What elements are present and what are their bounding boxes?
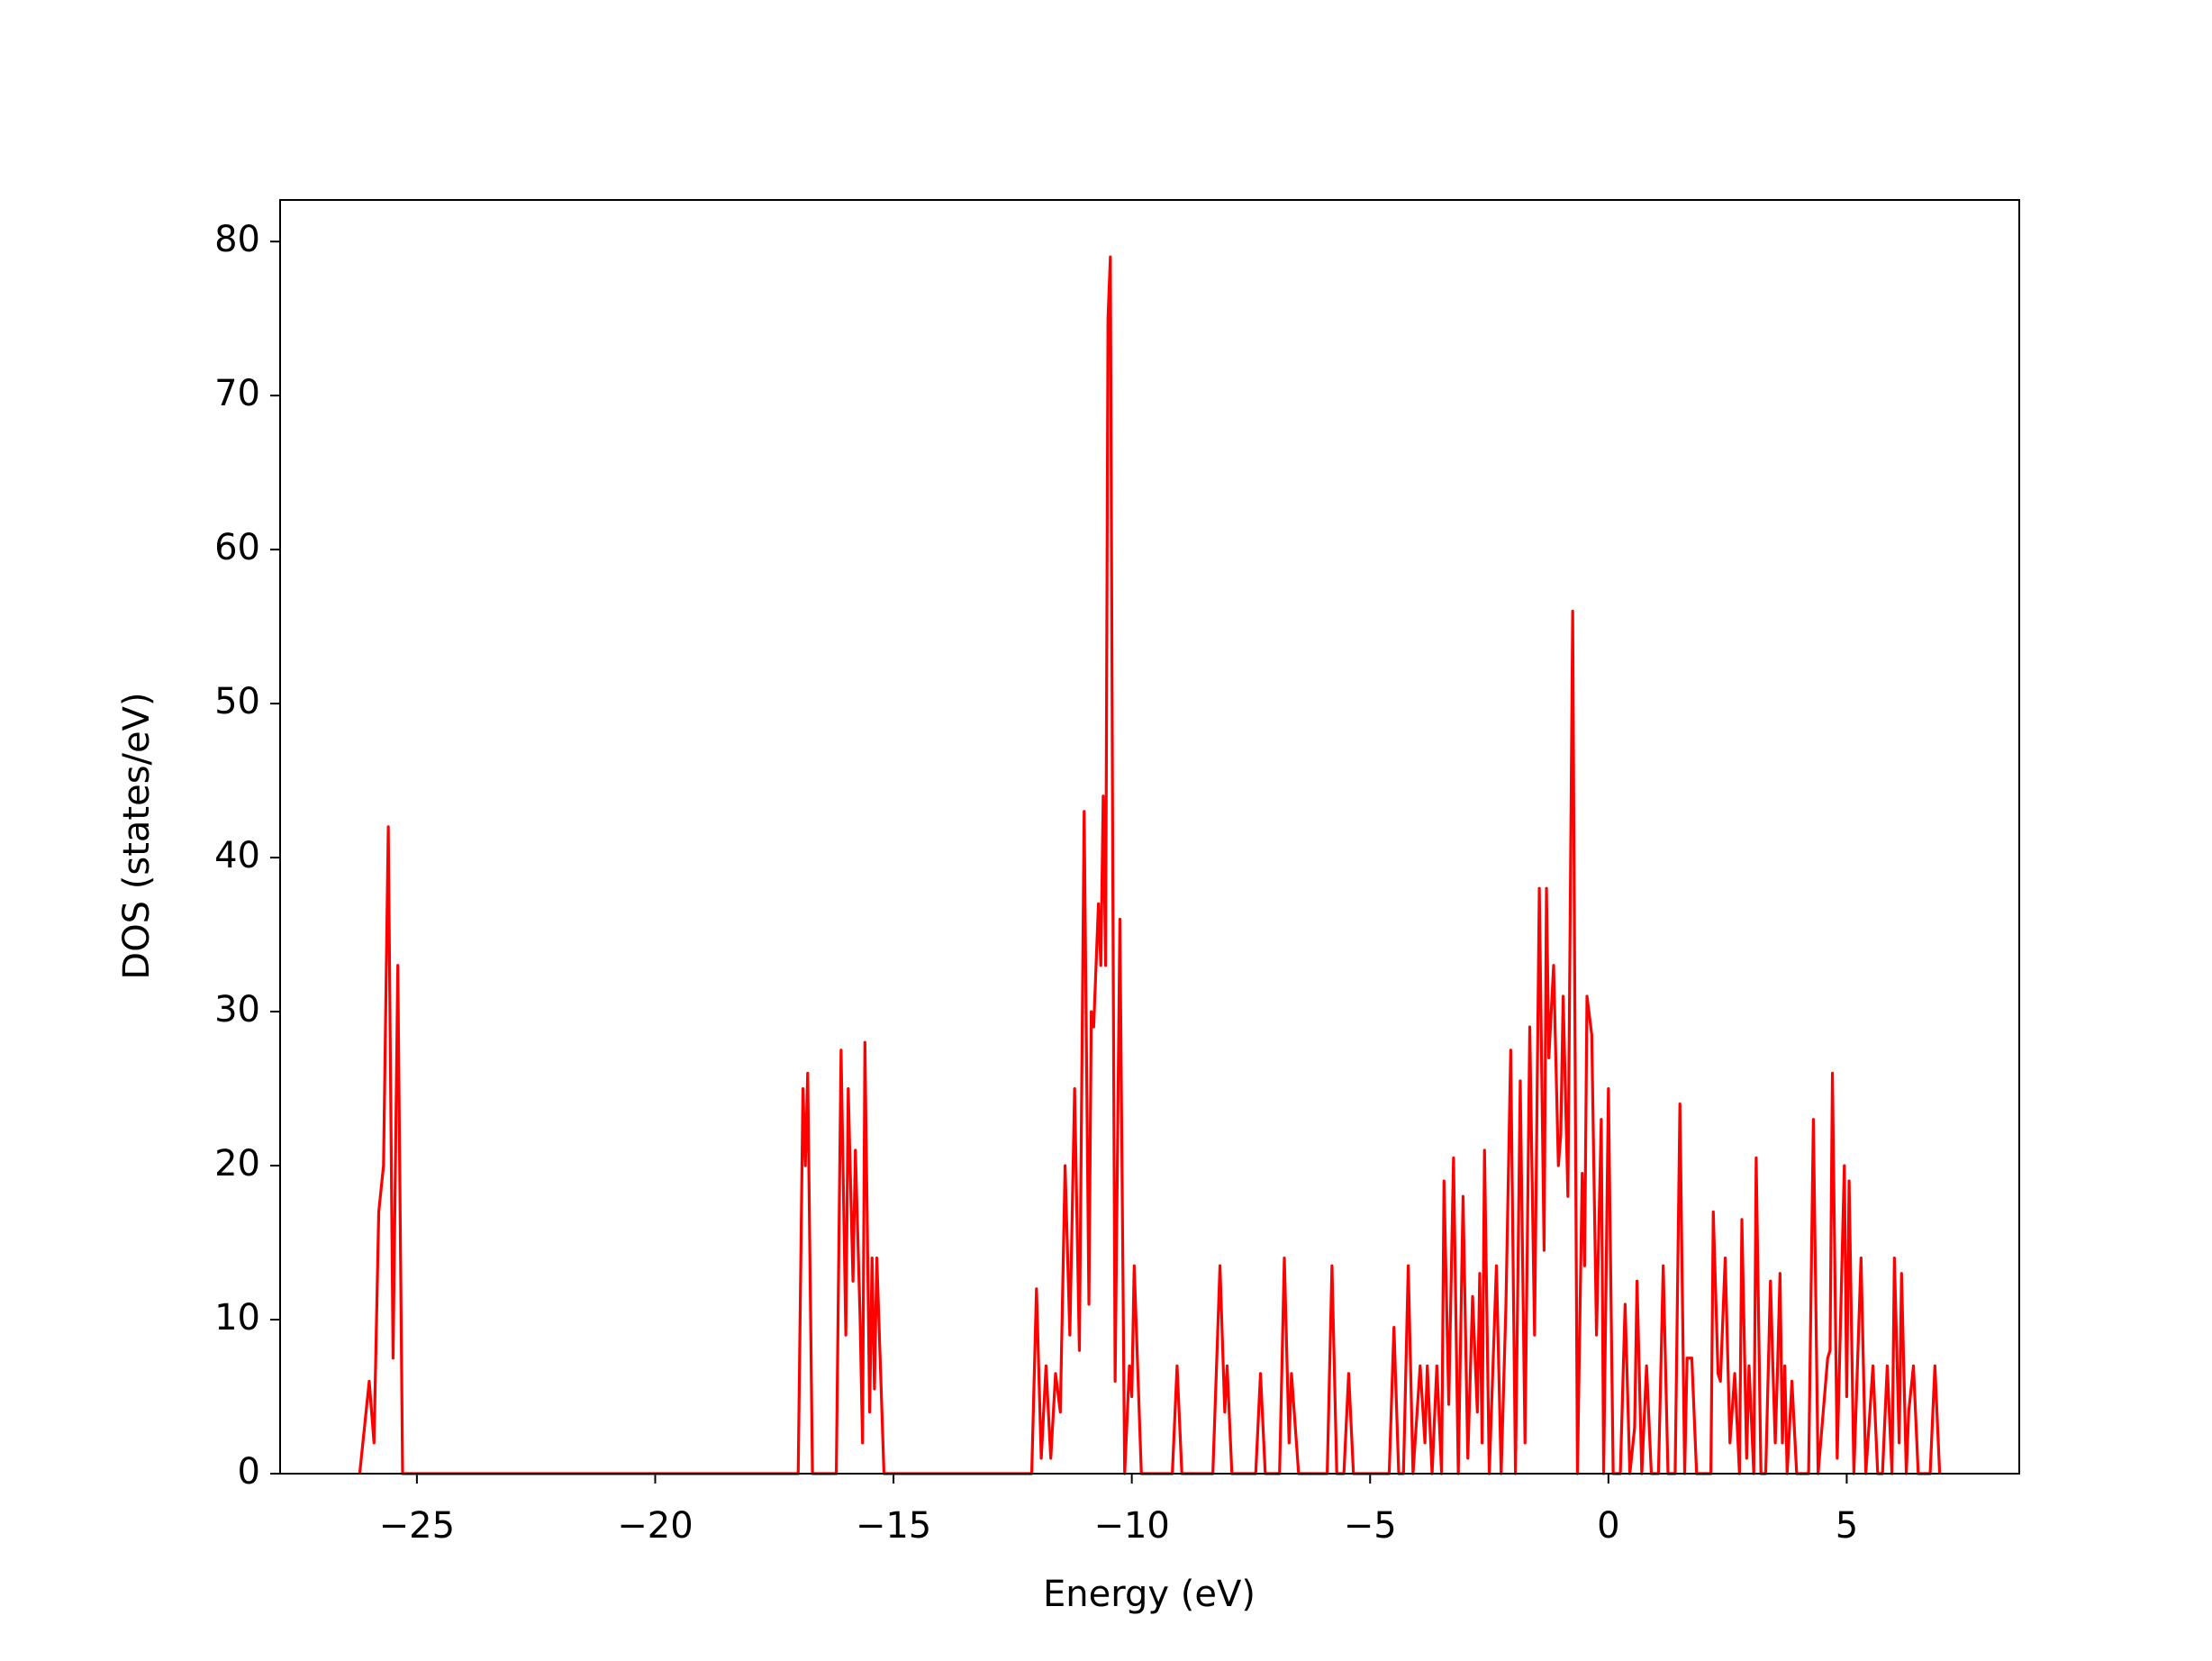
y-tick-label: 70 [214,373,260,414]
x-tick-label: −5 [1344,1505,1397,1547]
x-tick-label: 5 [1836,1505,1858,1547]
plot-frame [279,199,2020,1475]
x-tick-label: −10 [1093,1505,1169,1547]
dos-line [358,255,1942,1475]
x-axis-label: Energy (eV) [1043,1574,1256,1615]
y-tick-label: 60 [214,527,260,568]
x-tick-label: −25 [379,1505,455,1547]
y-tick-label: 20 [214,1143,260,1184]
x-tick-label: 0 [1597,1505,1619,1547]
x-tick-label: −20 [617,1505,693,1547]
y-tick-label: 40 [214,835,260,876]
y-axis-label: DOS (states/eV) [116,692,158,979]
y-tick-label: 50 [214,681,260,722]
x-tick-label: −15 [856,1505,931,1547]
y-tick-label: 30 [214,989,260,1030]
y-tick-label: 0 [238,1451,260,1493]
y-tick-label: 80 [214,219,260,260]
y-tick-label: 10 [214,1297,260,1339]
